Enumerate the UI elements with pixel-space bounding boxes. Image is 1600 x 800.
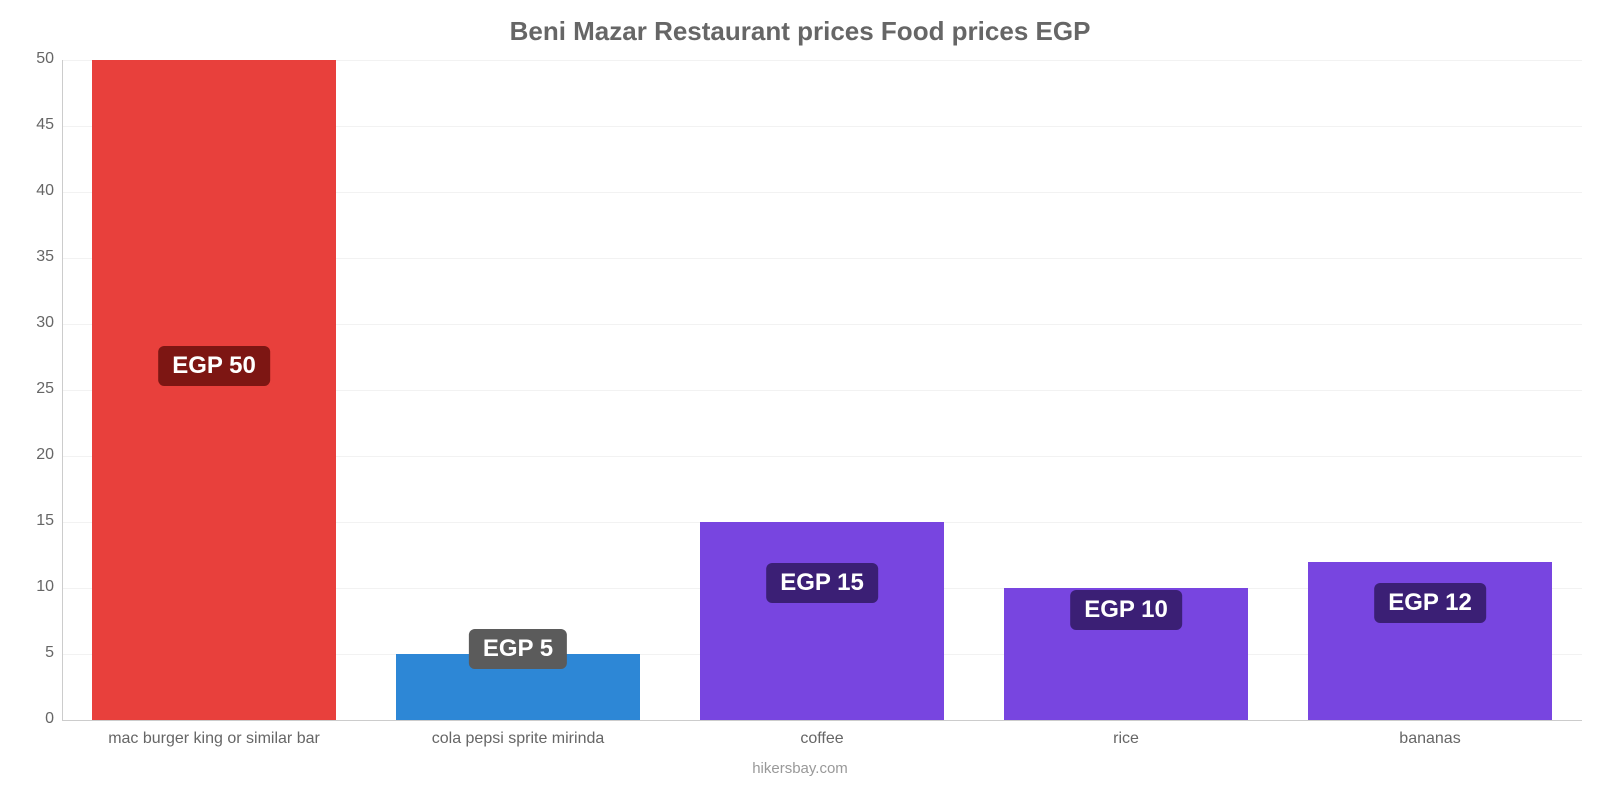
ytick-label: 25 xyxy=(6,380,54,398)
xtick-label: coffee xyxy=(800,730,843,748)
ytick-label: 50 xyxy=(6,50,54,68)
ytick-label: 40 xyxy=(6,182,54,200)
value-badge: EGP 50 xyxy=(158,346,270,386)
ytick-label: 10 xyxy=(6,578,54,596)
bars-layer: EGP 50 EGP 5 EGP 15 EGP 10 EGP 12 xyxy=(62,60,1582,720)
value-badge: EGP 15 xyxy=(766,563,878,603)
ytick-label: 15 xyxy=(6,512,54,530)
xtick-label: rice xyxy=(1113,730,1139,748)
bar xyxy=(700,522,943,720)
ytick-label: 20 xyxy=(6,446,54,464)
ytick-label: 45 xyxy=(6,116,54,134)
ytick-label: 5 xyxy=(6,644,54,662)
value-badge: EGP 12 xyxy=(1374,583,1486,623)
x-axis-line xyxy=(62,720,1582,721)
price-chart: Beni Mazar Restaurant prices Food prices… xyxy=(0,0,1600,800)
plot-area: 05101520253035404550 EGP 50EGP 5EGP 15EG… xyxy=(62,60,1582,720)
bar xyxy=(92,60,335,720)
ytick-label: 35 xyxy=(6,248,54,266)
value-badge: EGP 5 xyxy=(469,629,567,669)
ytick-label: 30 xyxy=(6,314,54,332)
value-badge: EGP 10 xyxy=(1070,590,1182,630)
ytick-label: 0 xyxy=(6,710,54,728)
chart-title: Beni Mazar Restaurant prices Food prices… xyxy=(0,16,1600,47)
xtick-label: mac burger king or similar bar xyxy=(108,730,320,748)
xtick-label: bananas xyxy=(1399,730,1460,748)
chart-footer: hikersbay.com xyxy=(0,760,1600,777)
y-axis-line xyxy=(62,60,63,720)
xtick-label: cola pepsi sprite mirinda xyxy=(432,730,605,748)
